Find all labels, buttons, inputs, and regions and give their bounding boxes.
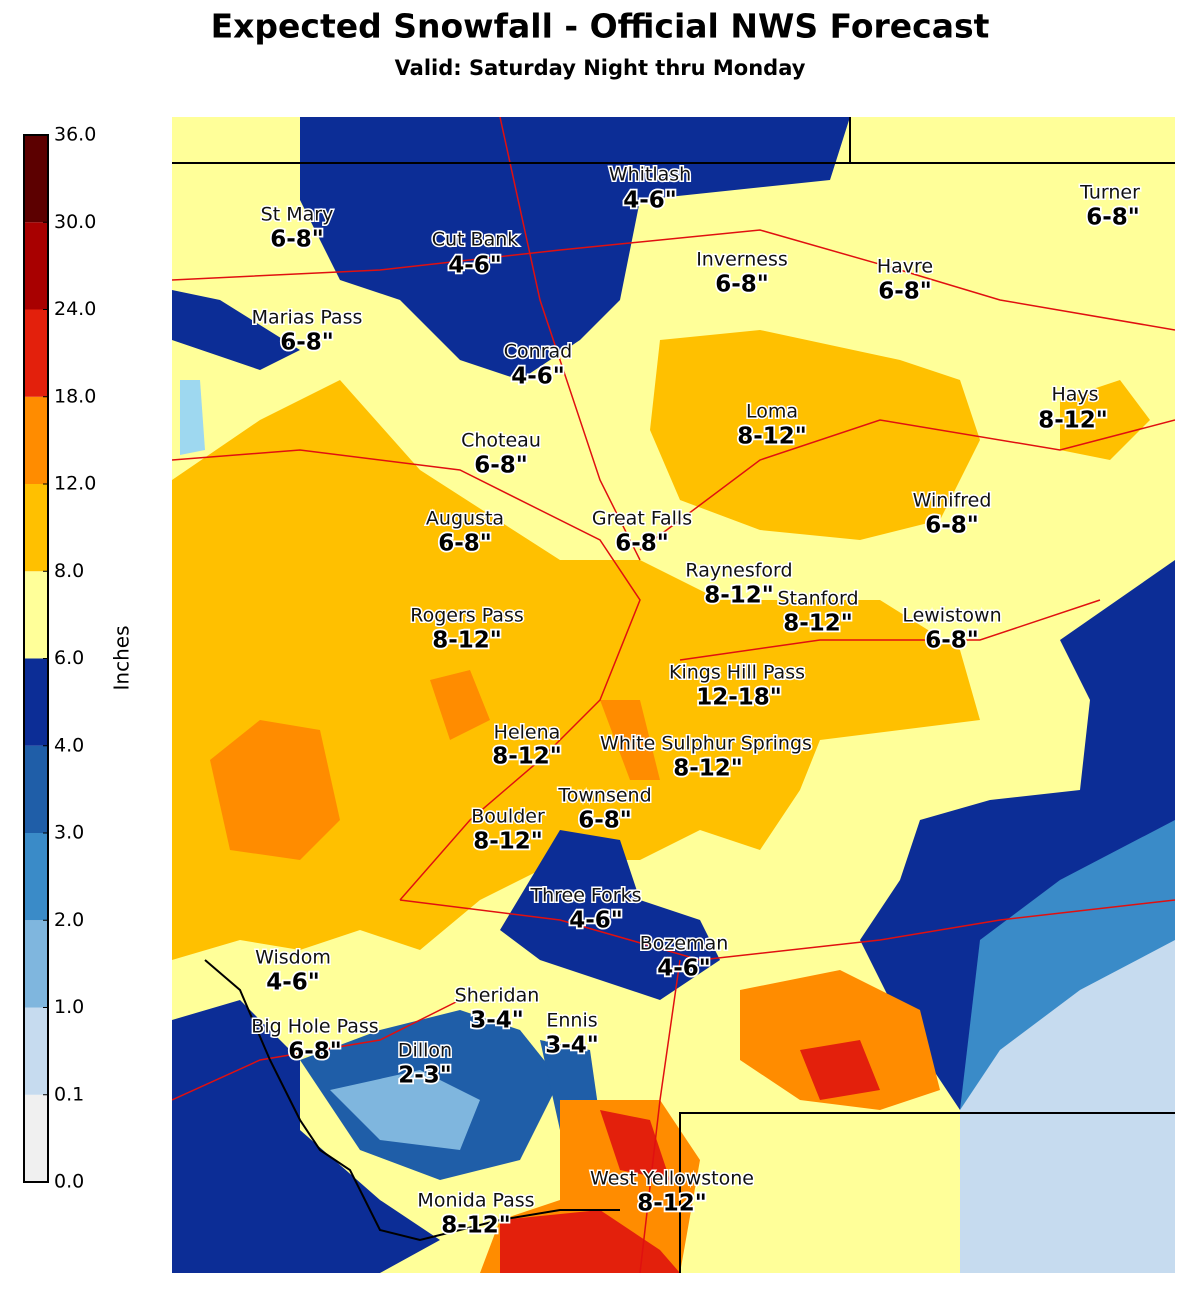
colorbar: 0.0 0.1 1.0 2.0 3.0 4.0 6.0 8.0 12.0 18.0 24.0 30.0… [23, 124, 96, 1193]
place-amount: 6-8" [925, 513, 979, 539]
colorbar-bin [24, 1094, 48, 1182]
place-name: Monida Pass [417, 1190, 534, 1212]
place-name: Bozeman [640, 933, 729, 955]
place-name: Hays [1051, 384, 1098, 406]
colorbar-tick-label: 18.0 [54, 385, 96, 407]
place-amount: 8-12" [704, 583, 774, 609]
place-name: Inverness [696, 249, 788, 271]
place-amount: 4-6" [511, 364, 565, 390]
place-name: Marias Pass [252, 307, 363, 329]
colorbar-tick-label: 24.0 [54, 298, 96, 320]
place-amount: 6-8" [438, 531, 492, 557]
colorbar-bin [24, 833, 48, 921]
place-name: White Sulphur Springs [600, 733, 812, 755]
place-name: Boulder [471, 806, 545, 828]
place-name: Stanford [777, 588, 858, 610]
place-name: Cut Bank [432, 229, 519, 251]
colorbar-bin [24, 745, 48, 833]
place-name: Lewistown [902, 605, 1001, 627]
place-amount: 4-6" [448, 253, 502, 279]
place-amount: 8-12" [737, 424, 807, 450]
place-name: St Mary [261, 204, 334, 226]
colorbar-tick-label: 2.0 [54, 909, 84, 931]
map [172, 117, 1175, 1273]
place-amount: 4-6" [623, 188, 677, 214]
place-amount: 4-6" [657, 956, 711, 982]
place-amount: 6-8" [878, 279, 932, 305]
colorbar-tick-label: 3.0 [54, 822, 84, 844]
place-name: Turner [1079, 182, 1140, 204]
place-amount: 8-12" [783, 611, 853, 637]
place-amount: 6-8" [288, 1039, 342, 1065]
place-amount: 8-12" [473, 829, 543, 855]
place-name: Rogers Pass [410, 605, 524, 627]
place-name: Ennis [546, 1010, 597, 1032]
colorbar-bin [24, 135, 48, 223]
place-amount: 3-4" [545, 1033, 599, 1059]
place-amount: 12-18" [696, 685, 782, 711]
colorbar-bin [24, 396, 48, 484]
colorbar-tick-label: 1.0 [54, 996, 84, 1018]
subtitle: Valid: Saturday Night thru Monday [395, 56, 806, 80]
place-amount: 8-12" [492, 744, 562, 770]
colorbar-tick-label: 4.0 [54, 734, 84, 756]
place-amount: 6-8" [615, 531, 669, 557]
place-name: Winifred [913, 490, 992, 512]
place-amount: 6-8" [280, 330, 334, 356]
place-name: Loma [746, 401, 798, 423]
place-amount: 4-6" [266, 970, 320, 996]
place-name: Kings Hill Pass [669, 662, 805, 684]
place-name: Conrad [504, 341, 572, 363]
colorbar-bin [24, 222, 48, 310]
place-name: Havre [877, 256, 933, 278]
place-name: Wisdom [255, 947, 331, 969]
colorbar-tick-label: 0.1 [54, 1083, 84, 1105]
place-amount: 6-8" [1086, 205, 1140, 231]
place-name: Sheridan [455, 985, 540, 1007]
colorbar-bin [24, 309, 48, 397]
place-name: Choteau [461, 430, 541, 452]
place-name: Three Forks [529, 885, 641, 907]
place-amount: 6-8" [474, 453, 528, 479]
place-amount: 4-6" [569, 908, 623, 934]
title: Expected Snowfall - Official NWS Forecas… [211, 7, 990, 46]
colorbar-tick-label: 0.0 [54, 1171, 84, 1193]
colorbar-tick-label: 30.0 [54, 211, 96, 233]
place-amount: 6-8" [925, 628, 979, 654]
place-amount: 8-12" [441, 1213, 511, 1239]
colorbar-tick-label: 36.0 [54, 124, 96, 146]
place-name: Townsend [557, 785, 651, 807]
place-name: Raynesford [685, 560, 792, 582]
colorbar-bin [24, 1007, 48, 1095]
place-name: Big Hole Pass [251, 1016, 378, 1038]
place-name: Whitlash [609, 164, 691, 186]
colorbar-label: Inches [110, 626, 134, 691]
place-amount: 6-8" [715, 272, 769, 298]
place-name: Helena [494, 722, 561, 744]
place-amount: 6-8" [270, 227, 324, 253]
place-amount: 2-3" [398, 1063, 452, 1089]
place-amount: 8-12" [1038, 408, 1108, 434]
place-amount: 3-4" [470, 1008, 524, 1034]
colorbar-tick-label: 6.0 [54, 647, 84, 669]
colorbar-bin [24, 920, 48, 1008]
place-name: West Yellowstone [590, 1168, 754, 1190]
place-name: Augusta [426, 508, 504, 530]
place-amount: 6-8" [578, 808, 632, 834]
place-amount: 8-12" [432, 628, 502, 654]
colorbar-tick-label: 8.0 [54, 560, 84, 582]
colorbar-bin [24, 658, 48, 746]
place-name: Dillon [398, 1040, 452, 1062]
place-name: Great Falls [592, 508, 692, 530]
colorbar-bin [24, 571, 48, 659]
colorbar-tick-label: 12.0 [54, 473, 96, 495]
colorbar-bin [24, 484, 48, 572]
place-amount: 8-12" [637, 1191, 707, 1217]
place-amount: 8-12" [673, 756, 743, 782]
